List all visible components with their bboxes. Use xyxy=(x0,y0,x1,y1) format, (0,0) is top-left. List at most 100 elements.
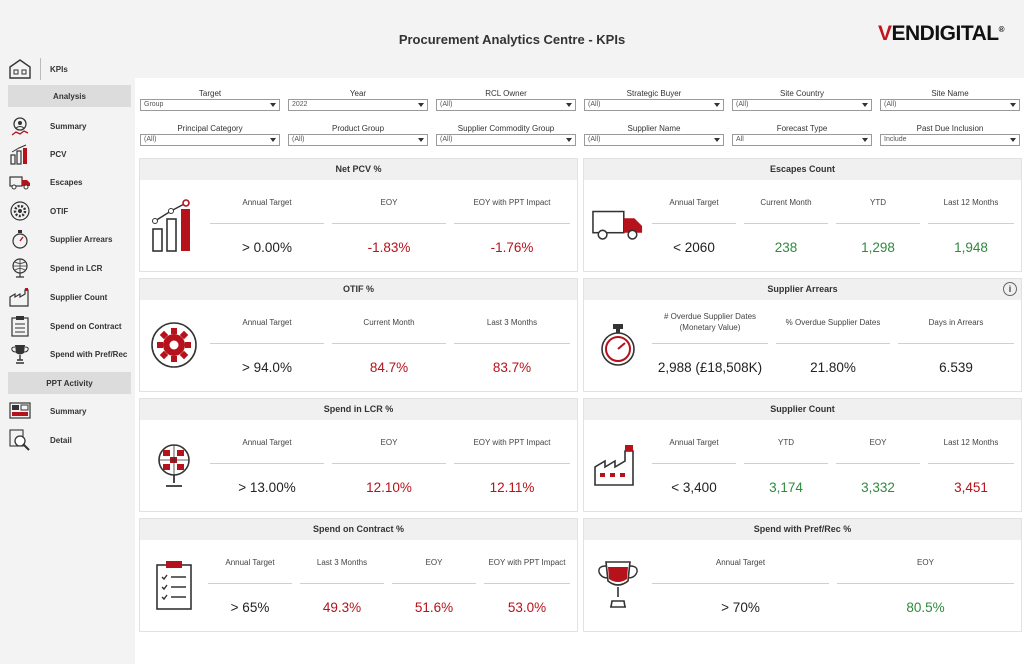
info-icon[interactable]: i xyxy=(1003,282,1017,296)
metric-value: > 65% xyxy=(230,600,270,615)
bar-chart-icon xyxy=(148,195,200,255)
filter-dropdown[interactable]: (All) xyxy=(436,99,576,111)
kpi-card-otif: OTIF % Annual Target > 94.0% Current Mon… xyxy=(139,278,578,392)
gear-icon xyxy=(8,199,32,223)
filter-principal-category[interactable]: Principal Category (All) xyxy=(140,124,280,154)
metric-label: EOY with PPT Impact xyxy=(473,438,551,447)
filter-dropdown[interactable]: (All) xyxy=(436,134,576,146)
divider xyxy=(208,583,292,584)
metric-label: EOY xyxy=(425,558,443,567)
sidebar-item-label: Summary xyxy=(50,121,87,131)
divider xyxy=(837,583,1014,584)
metric-eoy: EOY -1.83% xyxy=(328,180,450,272)
sidebar-item-otif[interactable]: OTIF xyxy=(0,197,134,225)
sidebar-item-label: KPIs xyxy=(50,64,68,74)
filter-dropdown[interactable]: 2022 xyxy=(288,99,428,111)
divider xyxy=(836,223,920,224)
filter-label: Year xyxy=(349,89,367,98)
filter-rcl-owner[interactable]: RCL Owner (All) xyxy=(436,89,576,119)
kpi-card-spend-lcr: Spend in LCR % Annual Target > 13.00% EO… xyxy=(139,398,578,512)
factory-icon xyxy=(8,285,32,309)
filter-dropdown[interactable]: (All) xyxy=(584,134,724,146)
filter-strategic-buyer[interactable]: Strategic Buyer (All) xyxy=(584,89,724,119)
metric-current-month: Current Month 84.7% xyxy=(328,300,450,392)
metric-label: Annual Target xyxy=(669,198,719,207)
sidebar-item-spend-contract[interactable]: Spend on Contract xyxy=(0,312,134,340)
sidebar-item-pcv[interactable]: PCV xyxy=(0,140,134,168)
sidebar-item-spend-lcr[interactable]: Spend in LCR xyxy=(0,254,134,282)
filter-dropdown[interactable]: Include xyxy=(880,134,1020,146)
kpi-card-supplier-arrears: Supplier Arrears i # Overdue Supplier Da… xyxy=(583,278,1022,392)
divider xyxy=(332,463,446,464)
filter-site-country[interactable]: Site Country (All) xyxy=(732,89,872,119)
metric-label: Current Month xyxy=(760,198,812,207)
warehouse-icon xyxy=(8,57,32,81)
person-chart-icon xyxy=(8,114,32,138)
bar-chart-icon xyxy=(8,142,32,166)
metric-value: > 13.00% xyxy=(238,480,296,495)
divider xyxy=(454,223,570,224)
metric-last-12-months: Last 12 Months 3,451 xyxy=(924,420,1018,512)
kpi-card-spend-contract: Spend on Contract % Annual Target > 65% … xyxy=(139,518,578,632)
sidebar-item-spend-pref[interactable]: Spend with Pref/Rec xyxy=(0,340,134,368)
filter-dropdown[interactable]: (All) xyxy=(288,134,428,146)
metric-label: Last 12 Months xyxy=(943,438,999,447)
sidebar-item-kpis[interactable]: KPIs xyxy=(0,55,134,83)
dropdown-arrow-icon xyxy=(714,138,720,142)
divider xyxy=(454,343,570,344)
filter-target[interactable]: Target Group xyxy=(140,89,280,119)
filter-site-name[interactable]: Site Name (All) xyxy=(880,89,1020,119)
metric-annual-target: Annual Target < 2060 xyxy=(648,180,740,272)
filter-dropdown[interactable]: (All) xyxy=(880,99,1020,111)
filter-supplier-name[interactable]: Supplier Name (All) xyxy=(584,124,724,154)
filter-supplier-commodity-group[interactable]: Supplier Commodity Group (All) xyxy=(436,124,576,154)
metric-value: 3,451 xyxy=(954,480,988,495)
filter-dropdown[interactable]: (All) xyxy=(732,99,872,111)
filter-dropdown[interactable]: All xyxy=(732,134,872,146)
divider xyxy=(332,223,446,224)
metric-label: % Overdue Supplier Dates xyxy=(785,318,881,327)
vendigital-logo: VENDIGITAL® xyxy=(877,22,1005,45)
filter-dropdown[interactable]: (All) xyxy=(584,99,724,111)
metric-annual-target: Annual Target > 0.00% xyxy=(206,180,328,272)
card-title: Spend on Contract % xyxy=(140,519,577,540)
card-title: Spend in LCR % xyxy=(140,399,577,420)
card-title: Supplier Count xyxy=(584,399,1021,420)
metric-overdue-dates: # Overdue Supplier Dates (Monetary Value)… xyxy=(648,300,772,392)
metric-value: -1.76% xyxy=(490,240,534,255)
metric-value: > 94.0% xyxy=(242,360,292,375)
sidebar-item-ppt-summary[interactable]: Summary xyxy=(0,397,134,425)
filter-label: Site Name xyxy=(931,89,969,98)
sidebar-item-label: Escapes xyxy=(50,177,83,187)
filter-past-due-inclusion[interactable]: Past Due Inclusion Include xyxy=(880,124,1020,154)
metric-last-3-months: Last 3 Months 49.3% xyxy=(296,540,388,632)
divider xyxy=(210,463,324,464)
metric-value: 53.0% xyxy=(507,600,547,615)
metric-eoy: EOY 12.10% xyxy=(328,420,450,512)
filter-product-group[interactable]: Product Group (All) xyxy=(288,124,428,154)
filter-dropdown[interactable]: (All) xyxy=(140,134,280,146)
metric-value: 51.6% xyxy=(414,600,454,615)
clipboard-icon xyxy=(8,314,32,338)
divider xyxy=(652,343,768,344)
card-title: Escapes Count xyxy=(584,159,1021,180)
sidebar-item-ppt-detail[interactable]: Detail xyxy=(0,426,134,454)
page-title: Procurement Analytics Centre - KPIs xyxy=(398,32,626,47)
metric-days-in-arrears: Days in Arrears 6.539 xyxy=(894,300,1018,392)
dropdown-arrow-icon xyxy=(418,103,424,107)
sidebar-item-summary[interactable]: Summary xyxy=(0,112,134,140)
sidebar-item-escapes[interactable]: Escapes xyxy=(0,168,134,196)
filter-forecast-type[interactable]: Forecast Type All xyxy=(732,124,872,154)
metric-last-12-months: Last 12 Months 1,948 xyxy=(924,180,1018,272)
metric-value: 21.80% xyxy=(810,360,856,375)
dropdown-arrow-icon xyxy=(270,103,276,107)
divider xyxy=(652,583,829,584)
filter-dropdown[interactable]: Group xyxy=(140,99,280,111)
metric-eoy-ppt: EOY with PPT Impact 12.11% xyxy=(450,420,574,512)
divider xyxy=(652,223,736,224)
sidebar-item-supplier-count[interactable]: Supplier Count xyxy=(0,283,134,311)
globe-icon xyxy=(8,256,32,280)
filter-year[interactable]: Year 2022 xyxy=(288,89,428,119)
header: Procurement Analytics Centre - KPIs VEND… xyxy=(0,0,1024,78)
sidebar-item-supplier-arrears[interactable]: Supplier Arrears xyxy=(0,225,134,253)
